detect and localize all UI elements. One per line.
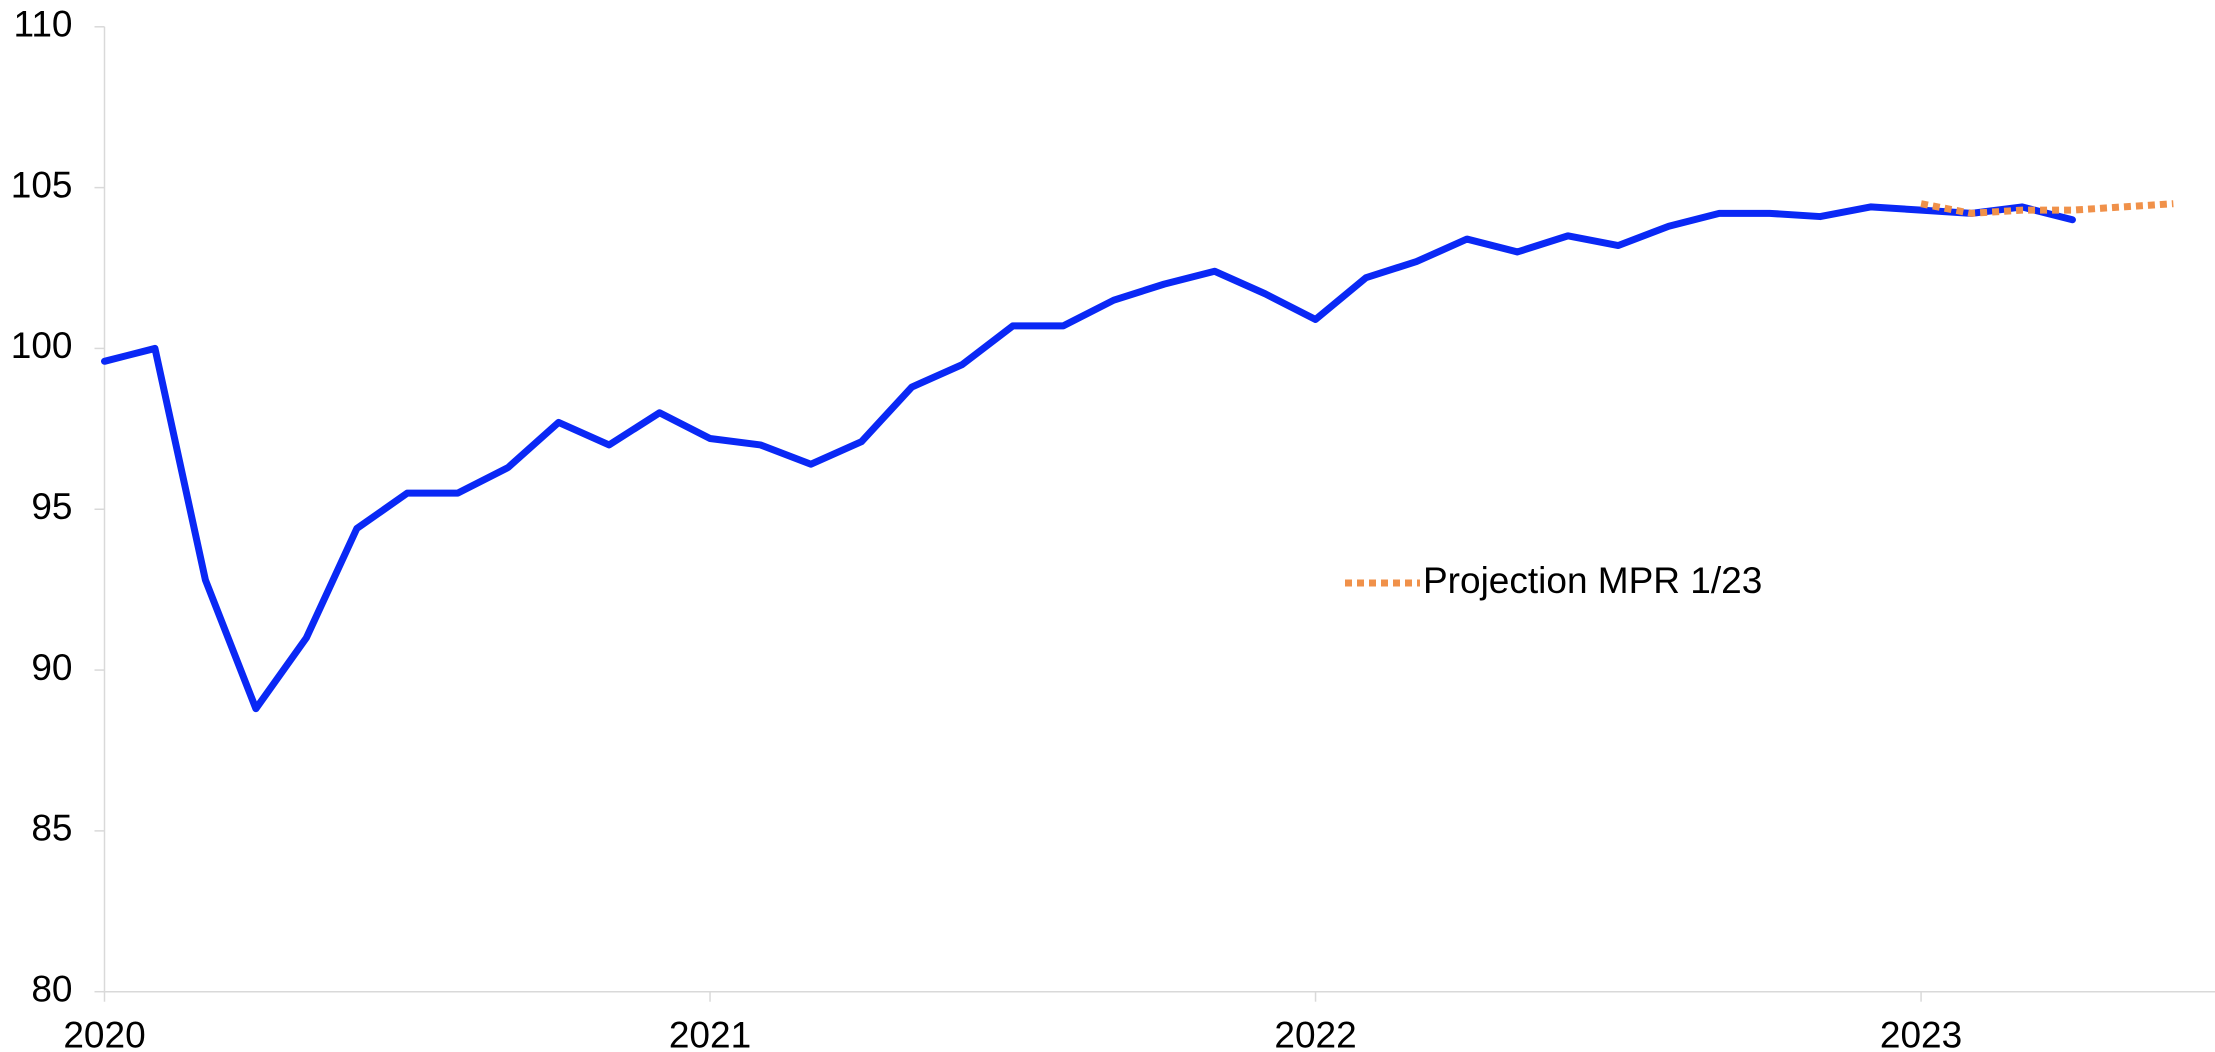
y-tick-label: 110 [14, 4, 73, 45]
legend-label: Projection MPR 1/23 [1423, 560, 1762, 601]
x-tick-label: 2020 [63, 1014, 145, 1052]
y-tick-label: 85 [31, 808, 72, 849]
y-tick-label: 95 [31, 486, 72, 527]
y-tick-label: 90 [31, 647, 72, 688]
x-tick-label: 2023 [1880, 1014, 1962, 1052]
y-tick-label: 80 [31, 968, 72, 1009]
x-tick-label: 2022 [1274, 1014, 1356, 1052]
y-tick-label: 100 [11, 325, 73, 366]
x-tick-label: 2021 [669, 1014, 751, 1052]
y-tick-label: 105 [11, 164, 73, 205]
series-line [101, 203, 2076, 713]
series-line [1920, 200, 2174, 217]
